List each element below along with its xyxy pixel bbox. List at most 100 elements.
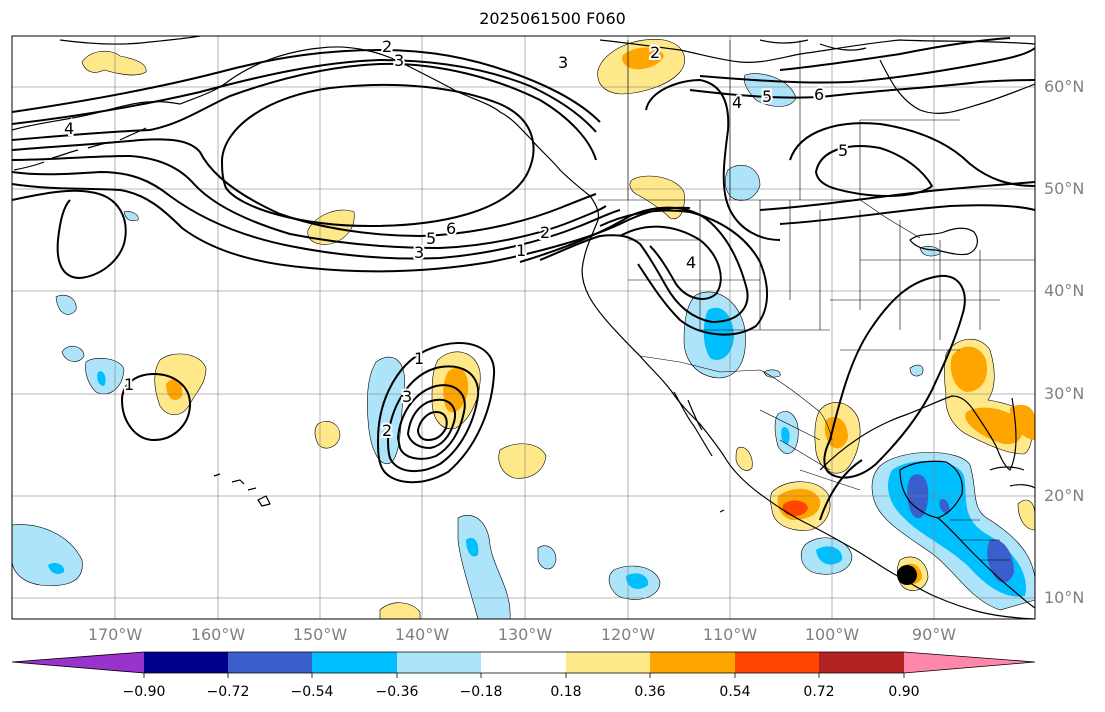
negative-anomaly-area (537, 545, 557, 570)
contour-label: 5 (426, 229, 436, 248)
central-america-borders (950, 519, 1010, 561)
lon-label: 110°W (702, 625, 758, 644)
contour-line (814, 145, 934, 197)
contour-line (789, 122, 1035, 187)
positive-anomaly-core (622, 47, 664, 70)
contour-label: 1 (414, 349, 424, 368)
contour-line (12, 62, 597, 161)
lat-label: 40°N (1044, 281, 1085, 300)
colorbar-bin (228, 652, 313, 673)
colorbar-bin (735, 652, 820, 673)
contour-label: 4 (732, 93, 742, 112)
contour-line (689, 79, 1035, 99)
negative-anomaly-area (61, 345, 85, 362)
contour-label-group: 2 3 3 2 4 5 6 4 5 3 5 6 1 2 4 1 1 3 2 (62, 36, 850, 442)
contour-line (645, 78, 781, 241)
us-state-borders (628, 200, 1035, 351)
canadian-islands (759, 39, 867, 51)
coastlines (12, 36, 1035, 619)
yucatan-coast (899, 460, 963, 519)
mexico-state-borders (759, 409, 861, 491)
cyclone-contour (396, 384, 466, 460)
negative-anomaly-strong (939, 499, 950, 514)
lon-label: 130°W (497, 625, 553, 644)
positive-anomaly-area (81, 50, 147, 76)
contour-line (120, 372, 192, 442)
colorbar-bin (819, 652, 904, 673)
us-mexico-border (639, 355, 833, 441)
colorbar-tick-label: −0.90 (122, 684, 166, 700)
cyclone-contour (376, 342, 496, 484)
positive-anomaly-strong (782, 500, 808, 516)
contour-line (12, 58, 597, 133)
lon-label: 150°W (292, 625, 348, 644)
colorbar-bin (144, 652, 229, 673)
revillagigedo (719, 509, 725, 513)
positive-anomaly-area (735, 446, 753, 471)
contour-label: 2 (382, 421, 392, 440)
colorbar-tick-label: 0.36 (634, 684, 666, 700)
contour-label: 2 (382, 37, 392, 56)
lon-label: 140°W (394, 625, 450, 644)
lon-label: 170°W (87, 625, 143, 644)
contour-label: 1 (124, 375, 134, 394)
contour-line (823, 274, 966, 479)
negative-anomaly-core (781, 427, 790, 444)
positive-anomaly-area (498, 443, 547, 479)
colorbar-tick-label: 0.54 (719, 684, 751, 700)
contour-label: 2 (650, 43, 660, 62)
contour-line (759, 181, 1035, 211)
baja-california (673, 391, 713, 457)
positive-anomaly-core (1010, 404, 1035, 440)
canada-arctic-coast (599, 39, 1035, 63)
positive-anomaly-core (950, 346, 988, 392)
map-gridlines (12, 36, 1035, 619)
negative-anomaly-core (48, 562, 65, 574)
colorbar-tick-label: 0.90 (888, 684, 920, 700)
contour-label: 6 (814, 85, 824, 104)
aleutian-islands (13, 127, 147, 171)
contour-line (12, 189, 127, 280)
lon-label: 160°W (190, 625, 246, 644)
contour-label: 6 (446, 219, 456, 238)
low-center-ring (220, 83, 535, 228)
colorbar-tick-label: −0.18 (459, 684, 503, 700)
lat-label: 50°N (1044, 179, 1085, 198)
negative-anomaly-area (457, 515, 511, 619)
colorbar-bin (397, 652, 482, 673)
negative-anomaly-strong (987, 539, 1014, 583)
contour-line (12, 154, 607, 250)
negative-anomaly-core (816, 546, 843, 565)
contour-line (12, 170, 621, 260)
colorbar-tick-label: −0.36 (375, 684, 419, 700)
lat-label: 30°N (1044, 384, 1085, 403)
hawaii-islands (213, 473, 271, 507)
cyclone-contour (406, 398, 456, 450)
contour-label: 4 (64, 119, 74, 138)
contour-label: 5 (838, 141, 848, 160)
contour-line (779, 37, 1011, 71)
positive-anomaly-area (379, 602, 421, 619)
positive-anomaly-area (314, 421, 341, 449)
contour-line (12, 183, 691, 273)
colorbar (11, 651, 1036, 678)
contour-line (12, 138, 597, 238)
map-frame (11, 35, 1036, 620)
negative-anomaly-core (466, 537, 479, 557)
lon-label: 100°W (804, 625, 860, 644)
contour-label: 3 (414, 243, 424, 262)
negative-anomaly-area (123, 211, 139, 222)
central-america-coast (937, 517, 1035, 609)
political-borders (598, 40, 1035, 561)
negative-anomaly-area (763, 369, 781, 378)
contour-line (599, 209, 769, 336)
negative-anomaly-area (12, 524, 83, 586)
contour-line (12, 48, 601, 123)
contour-label: 4 (686, 253, 696, 272)
contour-label: 3 (394, 51, 404, 70)
lon-label: 90°W (911, 625, 957, 644)
negative-anomaly-core (97, 371, 106, 386)
north-america-west-coast (581, 219, 1035, 619)
great-lakes (909, 227, 978, 256)
contour-label: 3 (402, 387, 412, 406)
